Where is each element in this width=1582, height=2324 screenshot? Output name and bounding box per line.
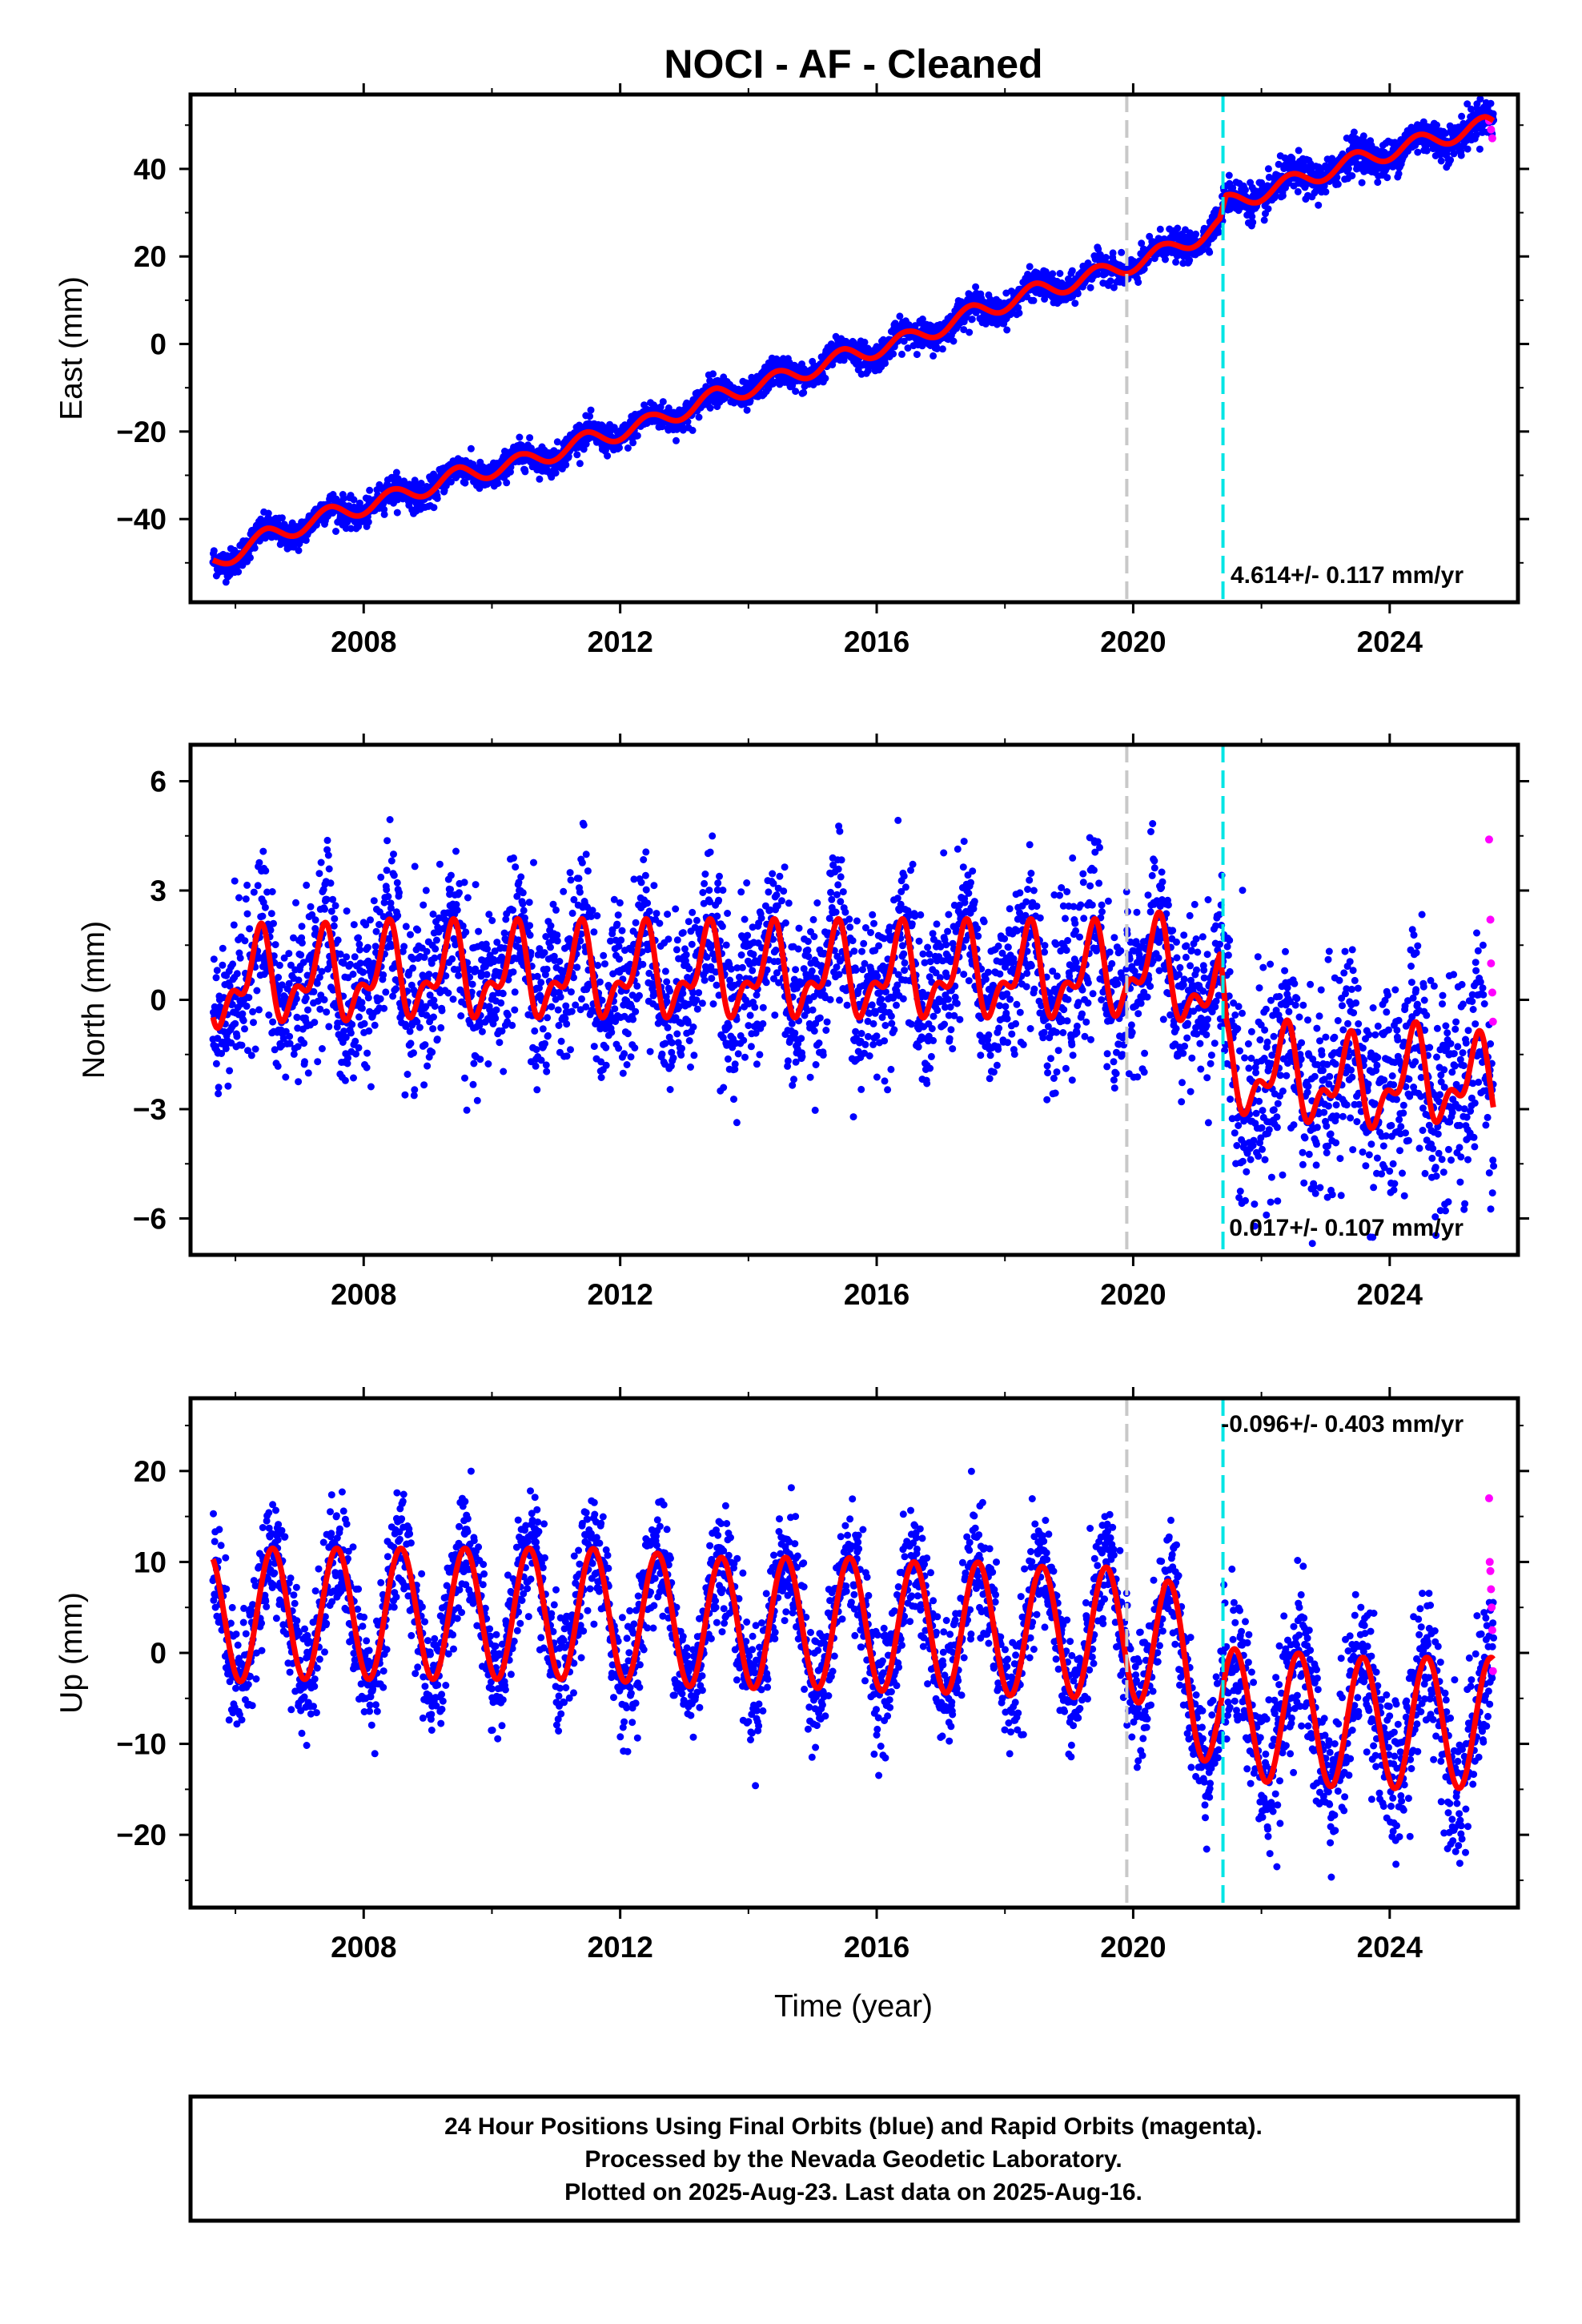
north-rapid-point [1484,835,1493,844]
up-rapid-point [1484,1494,1493,1502]
up-plot-frame [188,1396,1520,1910]
up-ytick-label: −10 [116,1728,167,1761]
east-ytick-label: 40 [134,153,167,186]
up-ytick-label: 10 [134,1546,167,1578]
east-xtick-label: 2024 [1357,625,1423,658]
north-rapid-point [1488,988,1496,997]
north-final-orbit-points [209,816,1498,1248]
up-model-layer [210,1545,1496,1791]
east-model-layer [211,114,1496,567]
east-xtick-label: 2020 [1100,625,1166,658]
up-xtick-label: 2024 [1357,1931,1423,1964]
up-rapid-points [1484,1494,1497,1675]
up-rapid-point [1487,1585,1496,1594]
up-axis-ticks: −20 −10 0 10 20 2008 2012 2016 2020 2024 [116,1387,1529,1964]
north-rapid-point [1486,915,1495,924]
east-event-lines [1125,94,1225,602]
up-axis-label: Up (mm) [54,1592,89,1714]
up-ytick-label: −20 [116,1819,167,1852]
east-ytick-label: 0 [150,328,167,361]
east-plot-frame [188,92,1520,605]
chart-title: NOCI - AF - Cleaned [664,42,1042,86]
north-ytick-label: 0 [150,984,167,1017]
north-rate-label: 0.017+/- 0.107 mm/yr [1229,1215,1464,1241]
north-xtick-label: 2016 [844,1278,909,1311]
up-rapid-point [1486,1566,1495,1575]
east-ytick-label: −40 [116,503,167,536]
x-axis-label: Time (year) [774,1989,933,2024]
east-final-orbit-points [209,95,1498,586]
up-model-line [210,1545,1496,1791]
north-xtick-label: 2024 [1357,1278,1423,1311]
up-rapid-point [1485,1558,1494,1566]
north-model-line [210,909,1496,1132]
east-xtick-label: 2012 [587,625,652,658]
up-xtick-label: 2012 [587,1931,652,1964]
north-event-lines [1125,745,1225,1255]
up-xtick-label: 2008 [331,1931,396,1964]
up-rapid-point [1488,1603,1496,1612]
east-xtick-label: 2008 [331,625,396,658]
north-xtick-label: 2012 [587,1278,652,1311]
north-points [209,816,1498,1248]
north-ytick-label: 3 [150,875,167,907]
north-xtick-label: 2020 [1100,1278,1166,1311]
up-xtick-label: 2020 [1100,1931,1166,1964]
east-axis-ticks: −40 −20 0 20 40 2008 2012 2016 2020 2024 [116,83,1529,658]
north-panel: −6 −3 0 3 6 2008 2012 2016 2020 2024 North (mm) 0… [77,734,1529,1311]
footer-line-2: Processed by the Nevada Geodetic Laborat… [584,2146,1122,2173]
footer-line-1: 24 Hour Positions Using Final Orbits (bl… [444,2113,1263,2140]
north-axis-label: North (mm) [77,921,111,1079]
up-points [209,1467,1498,1881]
up-ytick-label: 0 [150,1637,167,1670]
east-rapid-point [1487,125,1496,134]
east-axis-label: East (mm) [54,276,89,420]
footer-frame [188,2094,1520,2223]
north-axis-ticks: −6 −3 0 3 6 2008 2012 2016 2020 2024 [133,734,1529,1311]
up-rapid-point [1488,1667,1497,1675]
north-rapid-point [1488,1017,1497,1026]
up-final-orbit-points [209,1467,1498,1881]
north-xtick-label: 2008 [331,1278,396,1311]
east-model-line [211,114,1496,567]
north-ytick-label: −3 [133,1093,167,1126]
east-ytick-label: 20 [134,240,167,273]
east-rate-label: 4.614+/- 0.117 mm/yr [1231,562,1464,589]
up-rate-label: -0.096+/- 0.403 mm/yr [1221,1411,1464,1437]
north-rapid-point [1487,959,1496,967]
footer-line-3: Plotted on 2025-Aug-23. Last data on 202… [564,2179,1142,2205]
east-points [209,95,1498,586]
north-model-layer [210,909,1496,1132]
footer-box: 24 Hour Positions Using Final Orbits (bl… [188,2094,1520,2223]
up-rapid-point [1488,1626,1496,1634]
north-ytick-label: 6 [150,766,167,798]
up-xtick-label: 2016 [844,1931,909,1964]
up-ytick-label: 20 [134,1455,167,1488]
north-ytick-label: −6 [133,1203,167,1236]
east-xtick-label: 2016 [844,625,909,658]
east-rapid-point [1488,134,1496,143]
north-rapid-points [1484,835,1497,1026]
east-ytick-label: −20 [116,416,167,448]
up-event-lines [1125,1398,1225,1908]
east-panel: −40 −20 0 20 40 2008 2012 2016 2020 2024 East (mm… [54,83,1529,658]
